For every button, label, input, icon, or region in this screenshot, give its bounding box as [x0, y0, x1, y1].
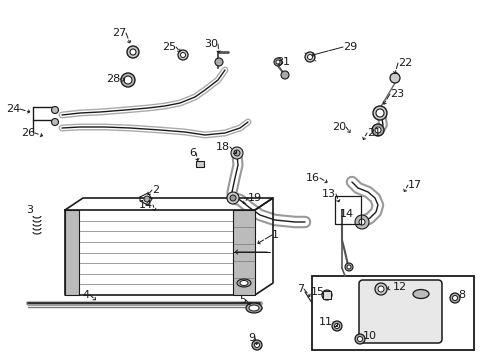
Circle shape	[449, 293, 459, 303]
Circle shape	[416, 290, 424, 298]
Circle shape	[251, 340, 262, 350]
Circle shape	[121, 73, 135, 87]
Text: 10: 10	[362, 331, 376, 341]
Circle shape	[321, 290, 331, 300]
Bar	[311, 276, 473, 350]
Bar	[65, 210, 79, 295]
Circle shape	[374, 283, 386, 295]
Text: 14: 14	[139, 200, 153, 210]
Text: 13: 13	[321, 189, 335, 199]
Circle shape	[254, 342, 259, 347]
Circle shape	[180, 53, 185, 58]
Circle shape	[451, 296, 457, 301]
Circle shape	[377, 286, 383, 292]
Bar	[196, 161, 203, 167]
Circle shape	[51, 107, 59, 113]
Circle shape	[51, 118, 59, 126]
Circle shape	[334, 324, 339, 328]
Bar	[232, 210, 254, 295]
Text: 5: 5	[239, 295, 245, 305]
Text: 7: 7	[296, 284, 304, 294]
Text: 3: 3	[26, 205, 33, 215]
Circle shape	[331, 321, 341, 331]
Circle shape	[389, 73, 399, 83]
Circle shape	[345, 263, 352, 271]
Bar	[323, 291, 330, 299]
Text: 17: 17	[407, 180, 421, 190]
Text: 9: 9	[247, 333, 254, 343]
Circle shape	[178, 50, 187, 60]
Text: 18: 18	[215, 142, 229, 152]
Circle shape	[229, 195, 236, 201]
Circle shape	[354, 215, 368, 229]
Circle shape	[305, 52, 314, 62]
Text: 23: 23	[389, 89, 403, 99]
Text: 20: 20	[331, 122, 346, 132]
Circle shape	[354, 334, 364, 344]
Circle shape	[357, 337, 362, 342]
Text: 31: 31	[275, 57, 289, 67]
FancyBboxPatch shape	[358, 280, 441, 343]
Text: 15: 15	[310, 287, 325, 297]
Text: 8: 8	[457, 290, 464, 300]
Circle shape	[273, 58, 282, 66]
Text: 2: 2	[152, 185, 159, 195]
Text: 28: 28	[105, 74, 120, 84]
Circle shape	[358, 219, 364, 225]
Circle shape	[130, 49, 136, 55]
Text: 6: 6	[189, 148, 196, 158]
Text: 25: 25	[162, 42, 176, 52]
Text: 11: 11	[318, 317, 332, 327]
Ellipse shape	[237, 279, 250, 287]
Circle shape	[307, 54, 312, 59]
Text: 26: 26	[21, 128, 35, 138]
Circle shape	[230, 147, 243, 159]
Circle shape	[234, 150, 240, 156]
Circle shape	[371, 124, 383, 136]
Circle shape	[124, 76, 132, 84]
Ellipse shape	[240, 280, 247, 285]
Text: 24: 24	[6, 104, 20, 114]
Ellipse shape	[248, 305, 259, 311]
Circle shape	[374, 127, 380, 133]
Text: 29: 29	[342, 42, 357, 52]
Circle shape	[375, 109, 383, 117]
Circle shape	[346, 265, 350, 269]
Ellipse shape	[412, 289, 428, 298]
Ellipse shape	[245, 303, 262, 313]
Text: 1: 1	[271, 230, 279, 240]
Circle shape	[215, 58, 223, 66]
Circle shape	[372, 106, 386, 120]
Text: 21: 21	[366, 128, 380, 138]
Circle shape	[143, 196, 150, 202]
Text: 12: 12	[392, 282, 407, 292]
Circle shape	[275, 60, 280, 64]
Circle shape	[226, 192, 239, 204]
Text: 30: 30	[203, 39, 218, 49]
Circle shape	[281, 71, 288, 79]
Text: 19: 19	[247, 193, 262, 203]
Text: 14: 14	[339, 209, 353, 219]
Text: 4: 4	[82, 290, 90, 300]
Text: 16: 16	[305, 173, 319, 183]
Text: 22: 22	[397, 58, 411, 68]
Bar	[334, 196, 360, 224]
Text: 27: 27	[112, 28, 126, 38]
Circle shape	[127, 46, 139, 58]
